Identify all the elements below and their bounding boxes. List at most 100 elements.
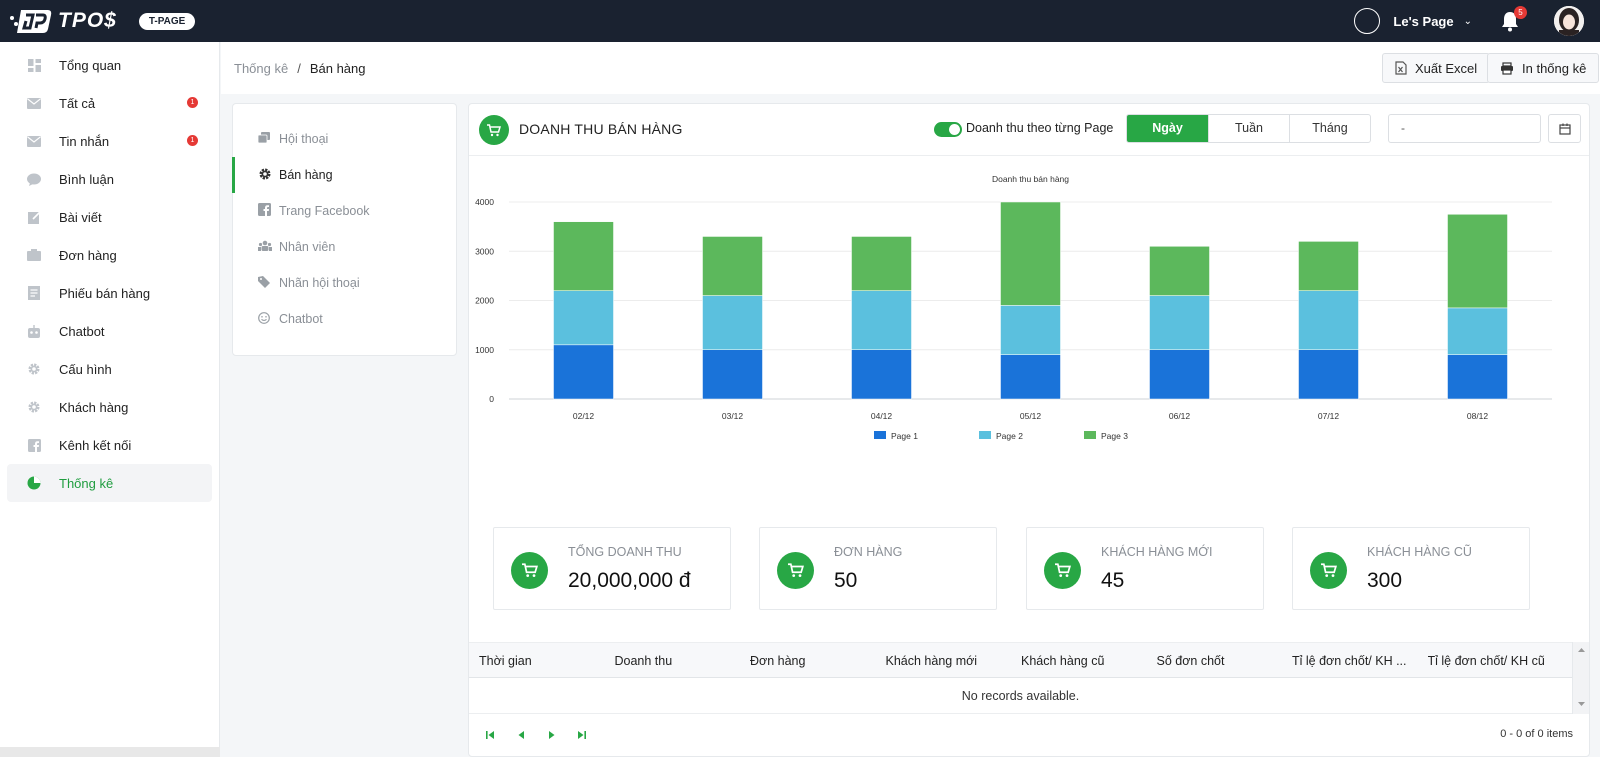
bar-page-2-03-12 — [702, 295, 763, 350]
sidebar-item-thong-ke[interactable]: Thống kê — [7, 464, 212, 502]
revenue-chart: Doanh thu bán hàng 0 1000 2000 3000 4000 02/12… — [475, 174, 1552, 441]
next-page-icon[interactable] — [545, 728, 559, 742]
breadcrumb-current: Bán hàng — [309, 60, 366, 76]
stat-label: Khách hàng cũ — [1367, 545, 1472, 559]
export-excel-button[interactable]: Xuất Excel — [1382, 53, 1491, 83]
column-header-ti-le-don-chot-kh-cu[interactable]: Tỉ lệ đơn chốt/ KH cũ — [1427, 654, 1545, 668]
pie-chart-icon — [27, 476, 41, 490]
submenu-item-trang-facebook[interactable]: Trang Facebook — [233, 193, 456, 229]
sidebar-menu: Tổng quan Tất cả 1 Tin nhắn 1 Bình luận Bài vi… — [0, 42, 219, 502]
submenu-item-hoi-thoai[interactable]: Hội thoại — [233, 121, 456, 157]
bar-page-2-06-12 — [1149, 295, 1210, 350]
panel-header: DOANH THU BÁN HÀNG Doanh thu theo từng P… — [469, 104, 1589, 156]
tpage-badge[interactable]: T-PAGE — [138, 12, 196, 30]
sidebar-item-tat-ca[interactable]: Tất cả 1 — [7, 84, 212, 122]
period-day-button[interactable]: Ngày — [1127, 115, 1208, 142]
unread-badge: 1 — [187, 135, 198, 146]
submenu-item-label: Hội thoại — [279, 132, 329, 146]
sidebar-item-chatbot[interactable]: Chatbot — [7, 312, 212, 350]
sidebar-item-tong-quan[interactable]: Tổng quan — [7, 46, 212, 84]
bar-page-3-06-12 — [1149, 246, 1210, 296]
bar-page-3-07-12 — [1298, 241, 1359, 291]
period-week-button[interactable]: Tuần — [1208, 115, 1289, 142]
x-tick-label: 08/12 — [1467, 411, 1489, 421]
period-month-button[interactable]: Tháng — [1289, 115, 1370, 142]
first-page-icon[interactable] — [483, 728, 497, 742]
page-avatar[interactable] — [1354, 8, 1381, 34]
bar-page-1-03-12 — [702, 349, 763, 400]
sidebar-item-don-hang[interactable]: Đơn hàng — [7, 236, 212, 274]
sidebar-item-binh-luan[interactable]: Bình luận — [7, 160, 212, 198]
stats-submenu: Hội thoại Bán hàng Trang Facebook Nhân viên… — [232, 103, 457, 356]
sidebar-item-tin-nhan[interactable]: Tin nhắn 1 — [7, 122, 212, 160]
submenu-item-ban-hang[interactable]: Bán hàng — [232, 157, 456, 193]
column-header-khach-hang-cu[interactable]: Khách hàng cũ — [1021, 654, 1105, 668]
column-header-khach-hang-moi[interactable]: Khách hàng mới — [885, 654, 978, 668]
breadcrumb: Thống kê / Bán hàng — [221, 61, 366, 76]
stat-card-don-hang: Đơn hàng 50 — [759, 527, 997, 610]
column-header-so-don-chot[interactable]: Số đơn chốt — [1156, 654, 1225, 668]
table-scrollbar[interactable] — [1572, 642, 1589, 714]
y-tick-label: 1000 — [475, 345, 494, 355]
x-tick-label: 07/12 — [1318, 411, 1340, 421]
chart-title: Doanh thu bán hàng — [992, 174, 1069, 184]
y-tick-label: 0 — [489, 394, 494, 404]
user-avatar[interactable] — [1554, 6, 1584, 36]
x-tick-label: 02/12 — [573, 411, 595, 421]
sidebar-scrollbar[interactable] — [0, 747, 220, 757]
sidebar-item-kenh-ket-noi[interactable]: Kênh kết nối — [7, 426, 212, 464]
date-range-input[interactable]: - — [1388, 114, 1541, 143]
topbar-right: Le's Page ⌄ 5 — [1354, 0, 1584, 42]
legend-label-page-1: Page 1 — [891, 431, 918, 441]
stat-card-tong-doanh-thu: Tổng doanh thu 20,000,000 đ — [493, 527, 731, 610]
bar-page-3-05-12 — [1000, 201, 1061, 306]
order-icon — [27, 248, 41, 262]
bar-page-1-05-12 — [1000, 354, 1061, 400]
sidebar-item-label: Thống kê — [59, 475, 114, 491]
calendar-icon — [1558, 123, 1571, 135]
submenu-item-label: Nhân viên — [279, 240, 336, 254]
sidebar-item-label: Bình luận — [59, 171, 114, 187]
submenu-item-label: Chatbot — [279, 312, 323, 326]
prev-page-icon[interactable] — [514, 728, 528, 742]
column-header-don-hang[interactable]: Đơn hàng — [750, 654, 806, 668]
breadcrumb-parent[interactable]: Thống kê — [234, 60, 289, 76]
per-page-toggle-label: Doanh thu theo từng Page — [966, 121, 1114, 135]
last-page-icon[interactable] — [575, 728, 589, 742]
sidebar-item-bai-viet[interactable]: Bài viết — [7, 198, 212, 236]
unread-badge: 1 — [187, 97, 198, 108]
stat-value: 50 — [834, 569, 858, 592]
printer-icon — [1501, 61, 1513, 75]
bar-page-1-06-12 — [1149, 349, 1210, 400]
breadcrumb-bar: Thống kê / Bán hàng Xuất Excel In thống … — [221, 42, 1600, 94]
submenu-item-nhan-hoi-thoai[interactable]: Nhãn hội thoại — [233, 265, 456, 301]
app-logo[interactable]: TPO$ — [8, 7, 117, 35]
sidebar-item-khach-hang[interactable]: Khách hàng — [7, 388, 212, 426]
page-name[interactable]: Le's Page — [1393, 13, 1454, 29]
sidebar-item-label: Đơn hàng — [59, 247, 117, 263]
column-header-doanh-thu[interactable]: Doanh thu — [614, 654, 673, 668]
legend-swatch-page-1 — [874, 431, 886, 439]
sidebar-item-label: Phiếu bán hàng — [59, 285, 151, 301]
sidebar-item-cau-hinh[interactable]: Cấu hình — [7, 350, 212, 388]
cart-icon — [1044, 552, 1081, 589]
submenu-item-chatbot[interactable]: Chatbot — [233, 301, 456, 337]
column-header-thoi-gian[interactable]: Thời gian — [479, 654, 532, 668]
calendar-button[interactable] — [1548, 114, 1581, 143]
y-tick-label: 4000 — [475, 197, 494, 207]
top-bar: TPO$ T-PAGE Le's Page ⌄ 5 — [0, 0, 1600, 42]
notification-button[interactable]: 5 — [1500, 6, 1527, 32]
bar-page-1-02-12 — [553, 344, 614, 400]
legend-label-page-2: Page 2 — [996, 431, 1023, 441]
legend-swatch-page-3 — [1084, 431, 1096, 439]
column-header-ti-le-don-chot-kh[interactable]: Tỉ lệ đơn chốt/ KH ... — [1292, 654, 1407, 668]
stat-value: 300 — [1367, 569, 1403, 592]
sidebar-item-phieu-ban-hang[interactable]: Phiếu bán hàng — [7, 274, 212, 312]
stat-card-khach-hang-moi: Khách hàng mới 45 — [1026, 527, 1264, 610]
submenu-item-nhan-vien[interactable]: Nhân viên — [233, 229, 456, 265]
chevron-down-icon[interactable]: ⌄ — [1463, 15, 1472, 27]
pager-info: 0 - 0 of 0 items — [1500, 728, 1573, 740]
per-page-toggle[interactable] — [934, 122, 962, 137]
bar-page-3-04-12 — [851, 236, 912, 291]
print-stats-button[interactable]: In thống kê — [1487, 53, 1600, 83]
